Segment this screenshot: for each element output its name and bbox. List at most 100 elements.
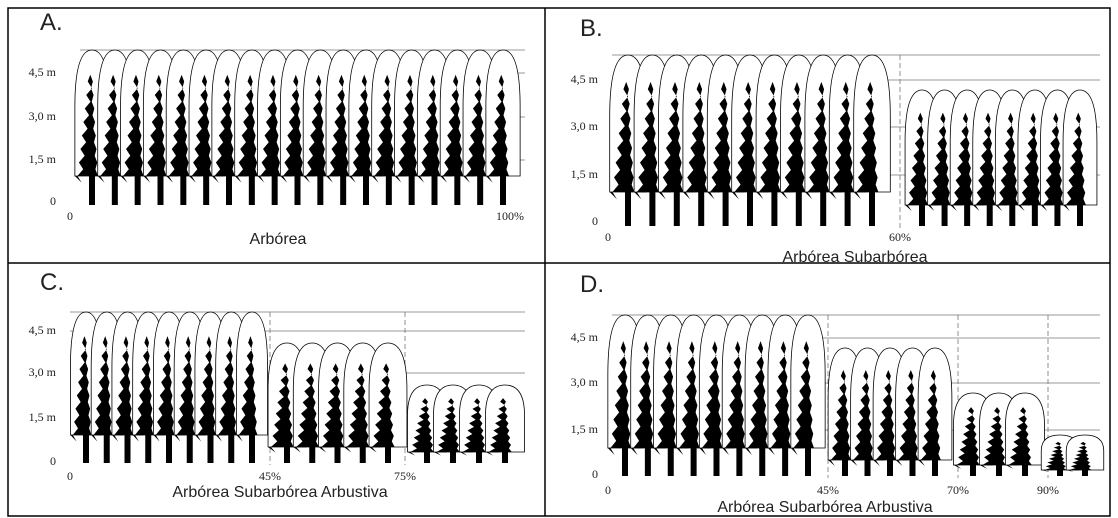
tree-trunk <box>248 172 255 205</box>
x-label: 0 <box>67 209 73 223</box>
tree-shadow <box>1066 441 1092 472</box>
tree-shadow <box>257 74 281 183</box>
x-label: 60% <box>889 230 911 244</box>
tree-trunk <box>226 172 232 205</box>
caption: Arbórea <box>250 231 307 248</box>
caption: Arbórea Subarbórea Arbustiva <box>717 499 932 516</box>
panel-letter: A. <box>40 9 63 36</box>
tree-shadow <box>326 74 350 183</box>
tree-shadow <box>1040 112 1064 212</box>
tree-trunk <box>1082 466 1088 476</box>
tree-shadow <box>699 341 723 456</box>
tree-shadow <box>873 370 896 466</box>
tree-shadow <box>653 341 677 456</box>
tree-trunk <box>970 461 976 476</box>
tree-trunk <box>932 456 938 476</box>
tree-shadow <box>463 74 487 183</box>
tree-shadow <box>905 112 928 212</box>
x-label: 45% <box>817 483 839 497</box>
y-label: 1,5 m <box>571 167 599 181</box>
tree-trunk <box>157 172 164 205</box>
tree-trunk <box>203 172 210 205</box>
tree-shadow <box>953 407 980 469</box>
y-label: 3,0 m <box>29 109 57 123</box>
tree-trunk <box>340 172 347 205</box>
x-label: 90% <box>1037 483 1059 497</box>
tree-trunk <box>1057 466 1063 476</box>
tree-trunk <box>887 456 893 476</box>
tree-trunk <box>844 188 851 226</box>
tree-trunk <box>385 443 391 463</box>
tree-trunk <box>450 448 456 463</box>
tree-shadow <box>731 81 757 200</box>
y-label: 1,5 m <box>571 422 599 436</box>
tree-shadow <box>607 341 632 456</box>
tree-shadow <box>995 112 1019 212</box>
tree-shadow <box>236 336 258 442</box>
panel-letter: C. <box>40 269 64 296</box>
tree-trunk <box>103 431 110 463</box>
tree-trunk <box>759 444 766 476</box>
tree-shadow <box>153 336 175 442</box>
tree-shadow <box>1063 112 1086 212</box>
tree-shadow <box>1005 407 1032 469</box>
tree-shadow <box>634 81 659 200</box>
tree-trunk <box>431 172 438 205</box>
tree-trunk <box>454 172 461 205</box>
tree-trunk <box>842 456 848 476</box>
tree-trunk <box>713 444 720 476</box>
panel-letter: B. <box>580 15 603 42</box>
tree-shadow <box>707 81 733 200</box>
y-label: 0 <box>50 194 56 208</box>
y-label: 4,5 m <box>571 72 599 86</box>
tree-shadow <box>682 81 708 200</box>
tree-shadow <box>234 74 258 183</box>
tree-shadow <box>927 112 951 212</box>
y-label: 0 <box>592 467 598 481</box>
tree-trunk <box>385 172 392 205</box>
y-label: 1,5 m <box>29 410 57 424</box>
tree-trunk <box>1009 201 1016 226</box>
tree-trunk <box>667 444 674 476</box>
tree-trunk <box>134 172 141 205</box>
tree-trunk <box>309 443 316 463</box>
y-label: 3,0 m <box>571 119 599 133</box>
tree-trunk <box>502 448 508 463</box>
tree-trunk <box>964 201 971 226</box>
tree-trunk <box>145 431 152 463</box>
tree-shadow <box>780 81 806 200</box>
tree-shadow <box>407 398 434 456</box>
tree-trunk <box>363 172 369 205</box>
y-label: 4,5 m <box>29 323 57 337</box>
tree-trunk <box>359 443 366 463</box>
tree-shadow <box>804 81 830 200</box>
tree-shadow <box>756 81 781 200</box>
tree-shadow <box>174 336 196 442</box>
x-label: 0 <box>67 469 73 483</box>
tree-shadow <box>850 370 874 466</box>
tree-trunk <box>909 456 916 476</box>
tree-trunk <box>690 444 697 476</box>
tree-trunk <box>820 188 827 226</box>
tree-shadow <box>268 363 294 453</box>
tree-trunk <box>228 431 235 463</box>
tree-trunk <box>186 431 193 463</box>
tree-trunk <box>698 188 705 226</box>
tree-trunk <box>673 188 680 226</box>
tree-trunk <box>644 444 651 476</box>
tree-shadow <box>972 112 996 212</box>
tree-trunk <box>111 172 118 205</box>
tree-trunk <box>622 444 628 476</box>
tree-trunk <box>1031 201 1038 226</box>
tree-trunk <box>477 172 484 205</box>
tree-trunk <box>284 443 290 463</box>
y-label: 4,5 m <box>29 65 57 79</box>
tree-shadow <box>1041 441 1067 472</box>
tree-shadow <box>918 370 941 466</box>
tree-shadow <box>745 341 769 456</box>
tree-shadow <box>895 370 919 466</box>
tree-shadow <box>74 74 98 183</box>
x-label: 75% <box>394 469 416 483</box>
